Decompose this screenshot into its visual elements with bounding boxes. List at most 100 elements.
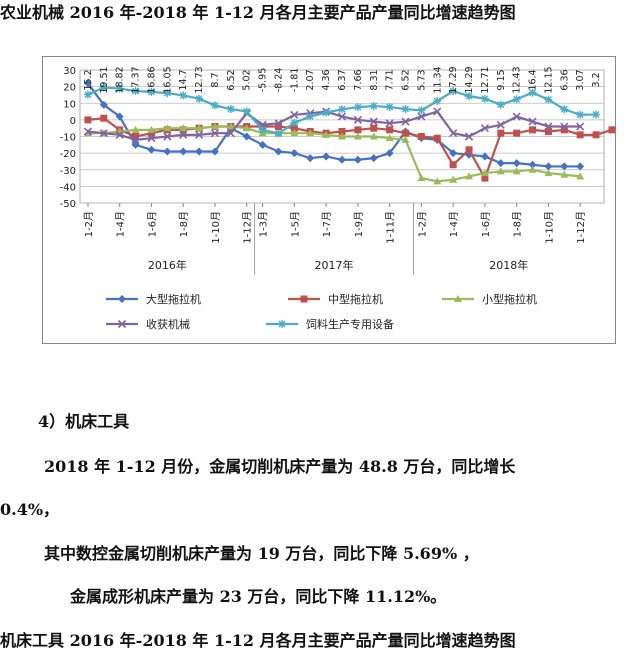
point-marker (83, 127, 93, 136)
series-line (87, 110, 581, 141)
x-tick-label: 1-6月 (480, 211, 492, 237)
point-marker (83, 90, 92, 99)
series-layer (83, 79, 616, 185)
point-marker (576, 162, 585, 171)
point-marker (496, 167, 505, 175)
point-marker (242, 124, 251, 132)
paragraph-line-2: 0.4%， (0, 500, 60, 519)
data-label: -5.95 (258, 68, 269, 93)
year-group-label: 2017年 (315, 258, 354, 272)
data-label: 6.52 (226, 69, 237, 90)
point-marker (354, 126, 362, 134)
point-marker (195, 147, 204, 156)
x-tick-label: 1-5月 (289, 211, 301, 237)
point-marker (163, 124, 172, 132)
data-label: 3.2 (591, 72, 602, 87)
data-label: 18.82 (115, 66, 126, 93)
point-marker (512, 95, 521, 104)
point-marker (496, 159, 505, 168)
point-marker (560, 126, 568, 134)
point-marker (274, 119, 283, 128)
point-marker (576, 122, 585, 131)
point-marker (226, 105, 235, 114)
point-marker (179, 147, 188, 156)
x-tick-label: 1-11月 (385, 211, 397, 244)
x-tick-label: 1-10月 (210, 211, 222, 244)
point-marker (353, 132, 362, 140)
data-label: 11.34 (432, 66, 443, 93)
point-marker (480, 94, 489, 103)
point-marker (163, 147, 172, 156)
data-label: 7.71 (385, 69, 396, 90)
point-marker (306, 112, 315, 121)
point-marker (338, 132, 346, 140)
point-marker (385, 134, 394, 142)
legend-label: 饲料生产专用设备 (306, 317, 394, 331)
legend-label: 中型拖拉机 (328, 292, 383, 306)
legend-label: 收获机械 (146, 317, 190, 331)
data-label: 12.71 (480, 66, 491, 93)
data-label: 19.51 (99, 66, 110, 93)
point-marker (528, 160, 537, 169)
point-marker (417, 174, 426, 182)
point-marker (480, 169, 489, 177)
point-marker (560, 122, 569, 131)
y-tick-label: 10 (63, 99, 76, 110)
point-marker (226, 122, 235, 130)
data-label: 12.73 (194, 66, 205, 93)
point-marker (353, 115, 362, 124)
x-tick-label: 1-6月 (146, 211, 158, 237)
point-marker (338, 155, 346, 164)
point-marker (179, 130, 188, 139)
legend-marker (118, 295, 126, 303)
point-marker (99, 129, 108, 138)
y-tick-label: -10 (60, 133, 76, 144)
point-marker (369, 154, 378, 163)
point-marker (385, 103, 394, 112)
data-label: -8.24 (273, 68, 284, 93)
point-marker (497, 129, 505, 137)
point-marker (576, 110, 585, 119)
point-marker (560, 170, 569, 178)
data-label: 8.31 (369, 69, 380, 90)
point-marker (544, 95, 553, 104)
point-marker (449, 87, 458, 96)
data-label: 15.2 (83, 69, 94, 90)
data-label: 12.15 (543, 66, 554, 93)
point-marker (480, 152, 489, 161)
point-marker (465, 172, 474, 180)
point-marker (528, 117, 537, 126)
y-tick-label: -20 (60, 149, 76, 160)
point-marker (417, 112, 426, 121)
point-marker (544, 162, 553, 171)
data-label: 9.15 (496, 69, 507, 90)
point-marker (544, 169, 553, 177)
point-marker (274, 147, 283, 156)
point-marker (147, 145, 156, 154)
data-label: 4.36 (321, 69, 332, 90)
point-marker (322, 130, 331, 138)
x-tick-label: 1-8月 (512, 211, 524, 237)
data-label: 6.36 (559, 69, 570, 90)
chart-border (42, 56, 616, 344)
point-marker (353, 155, 362, 164)
data-label: 16.86 (146, 66, 157, 93)
page-title: 农业机械 2016 年-2018 年 1-12 月各月主要产品产量同比增速趋势图 (0, 3, 516, 22)
point-marker (608, 126, 616, 134)
legend-marker (300, 295, 308, 303)
point-marker (576, 131, 584, 139)
point-marker (210, 122, 219, 130)
point-marker (465, 92, 474, 101)
series-line (87, 125, 581, 183)
series-line (87, 117, 613, 181)
data-label: 3.07 (575, 69, 586, 90)
point-marker (274, 129, 283, 138)
point-marker (115, 130, 124, 139)
data-label: 17.37 (131, 66, 142, 93)
point-marker (306, 154, 315, 163)
point-marker (274, 123, 282, 131)
legend-marker (117, 319, 127, 329)
point-marker (449, 175, 458, 183)
point-marker (338, 105, 346, 114)
